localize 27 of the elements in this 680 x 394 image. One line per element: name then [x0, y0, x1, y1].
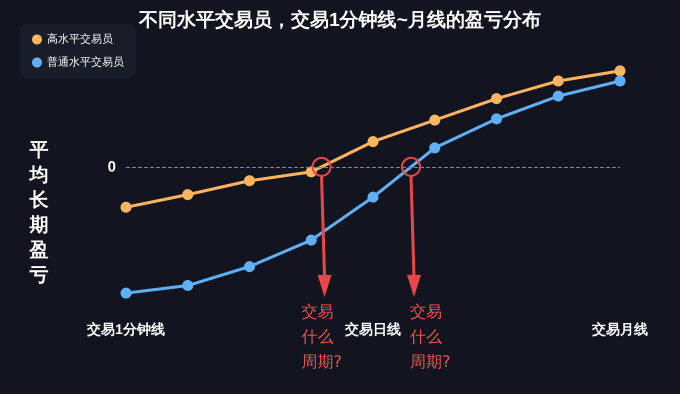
- point: [552, 90, 564, 102]
- x-tick-label: 交易1分钟线: [86, 321, 165, 337]
- x-tick-label: 交易月线: [591, 321, 648, 337]
- point: [552, 75, 564, 86]
- x-tick-label: 交易日线: [344, 321, 401, 337]
- legend-label: 高水平交易员: [47, 32, 113, 46]
- point: [244, 261, 255, 272]
- point: [120, 288, 132, 299]
- ref-line-label: 0: [108, 158, 116, 176]
- point: [306, 234, 317, 246]
- point: [614, 65, 626, 76]
- y-axis-title: 平均长期盈亏: [28, 138, 50, 288]
- point: [368, 192, 378, 203]
- point: [491, 113, 502, 124]
- point: [368, 136, 378, 148]
- point: [244, 175, 255, 186]
- point: [429, 114, 440, 126]
- chart-title: 不同水平交易员，交易1分钟线~月线的盈亏分布: [138, 9, 541, 31]
- point: [429, 142, 440, 154]
- point: [120, 202, 132, 213]
- point: [182, 280, 194, 292]
- point: [182, 189, 194, 200]
- text: 交易什么周期?: [301, 300, 343, 373]
- point: [614, 75, 626, 86]
- text: 交易什么周期?: [410, 300, 452, 373]
- legend-label: 普通水平交易员: [47, 56, 124, 68]
- point: [491, 93, 502, 104]
